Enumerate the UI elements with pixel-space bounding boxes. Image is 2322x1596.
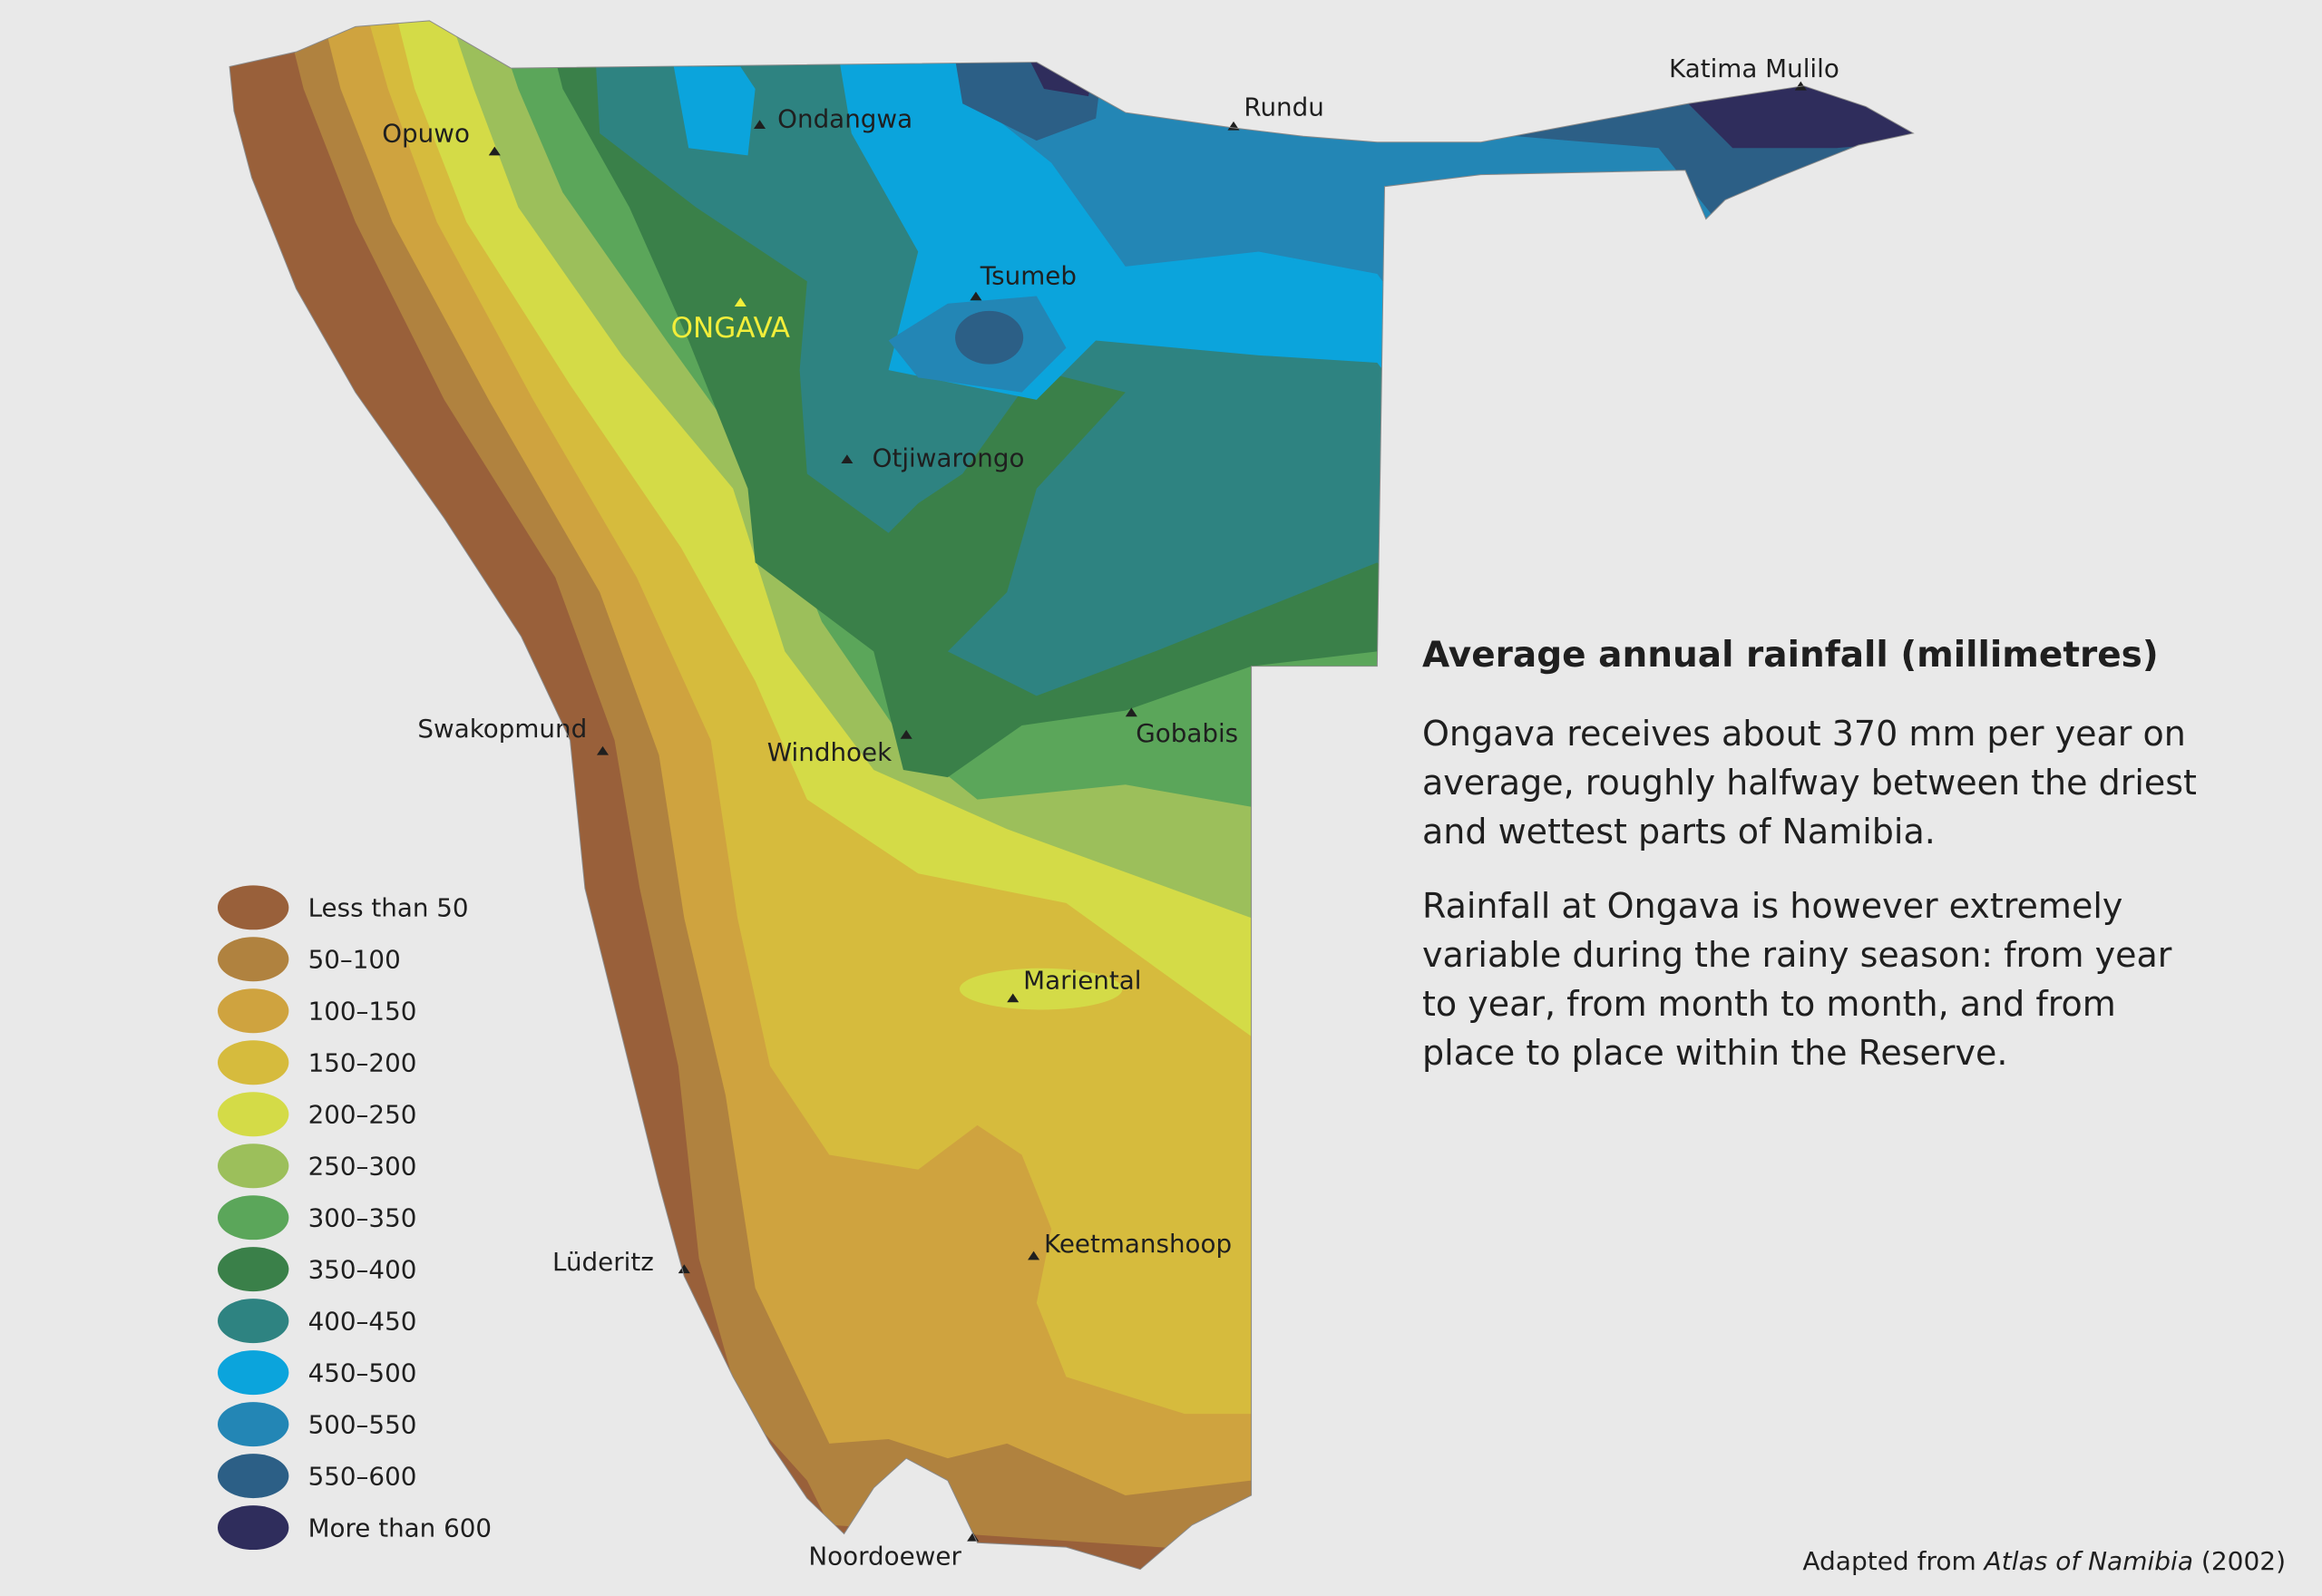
place-label: Rundu	[1244, 92, 1323, 122]
legend-swatch	[218, 885, 289, 930]
legend-swatch	[218, 937, 289, 982]
legend-label: 500–550	[308, 1409, 417, 1439]
legend-label: 300–350	[308, 1202, 417, 1232]
legend-label: 400–450	[308, 1306, 417, 1336]
place-marker	[678, 1264, 690, 1274]
place-label: Mariental	[1023, 966, 1141, 996]
paragraph: Rainfall at Ongava is however extremely …	[1422, 886, 2172, 1073]
rainfall-zone	[673, 66, 756, 156]
legend-label: 150–200	[308, 1048, 417, 1078]
legend-swatch	[218, 1195, 289, 1241]
legend-label: More than 600	[308, 1513, 492, 1542]
legend-swatch	[218, 1040, 289, 1085]
legend-swatch	[218, 1299, 289, 1344]
credit: Adapted from Atlas of Namibia (2002)	[1802, 1546, 2286, 1576]
place-marker	[841, 454, 854, 464]
rainfall-zone	[959, 968, 1123, 1010]
legend-swatch	[218, 1092, 289, 1137]
map-title: Average annual rainfall (millimetres)	[1422, 635, 2159, 676]
place-label: Gobabis	[1136, 718, 1238, 748]
place-label: Ondangwa	[777, 103, 912, 133]
legend-label: 200–250	[308, 1100, 417, 1130]
place-marker	[488, 146, 501, 156]
place-label: Lüderitz	[552, 1247, 654, 1277]
place-label: ONGAVA	[671, 312, 790, 345]
place-label: Opuwo	[382, 119, 470, 149]
place-marker	[900, 729, 912, 739]
place-label: Noordoewer	[808, 1542, 961, 1572]
credit-source: Atlas of Namibia	[1984, 1546, 2193, 1576]
legend-swatch	[218, 1402, 289, 1447]
legend-label: 50–100	[308, 945, 401, 975]
place-label: Swakopmund	[417, 714, 587, 744]
legend-label: 250–300	[308, 1152, 417, 1182]
country-outline	[229, 20, 1915, 1571]
legend-swatch	[218, 1454, 289, 1499]
place-marker	[1028, 1251, 1040, 1260]
legend-label: 550–600	[308, 1461, 417, 1491]
place-marker	[754, 120, 766, 130]
place-label: Otjiwarongo	[873, 443, 1025, 472]
credit-prefix: Adapted from	[1802, 1546, 1976, 1576]
legend-label: 100–150	[308, 997, 417, 1027]
legend-swatch	[218, 1247, 289, 1292]
legend-swatch	[218, 1143, 289, 1189]
rainfall-zone	[955, 310, 1024, 365]
legend-label: 350–400	[308, 1254, 417, 1284]
legend-swatch	[218, 1505, 289, 1551]
legend-swatch	[218, 988, 289, 1034]
legend-label: 450–500	[308, 1358, 417, 1387]
places: Opuwo Ondangwa Rundu Katima Mulilo Tsumeb ONG…	[382, 54, 1839, 1572]
place-marker	[1125, 707, 1137, 717]
place-label: Windhoek	[767, 737, 892, 767]
place-label: Keetmanshoop	[1044, 1229, 1232, 1259]
place-marker	[1794, 81, 1807, 91]
place-label: Katima Mulilo	[1669, 54, 1839, 83]
paragraph: Ongava receives about 370 mm per year on…	[1422, 714, 2197, 852]
place-marker	[1227, 121, 1240, 131]
legend-swatch	[218, 1350, 289, 1396]
description: Average annual rainfall (millimetres) On…	[1422, 631, 2202, 1103]
legend-label: Less than 50	[308, 893, 469, 923]
place-marker	[970, 291, 982, 301]
legend: Less than 50 50–100 100–150 150–200 200–250 2…	[218, 885, 492, 1551]
credit-suffix: (2002)	[2200, 1546, 2286, 1576]
place-marker	[734, 297, 746, 307]
place-marker	[1007, 993, 1020, 1003]
place-label: Tsumeb	[980, 260, 1077, 290]
place-marker	[596, 745, 610, 755]
